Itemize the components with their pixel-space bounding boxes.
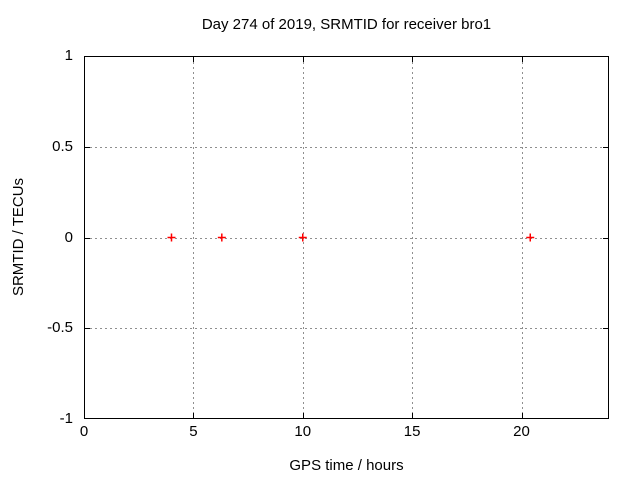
plot-area xyxy=(84,56,609,419)
plot-border xyxy=(84,56,609,419)
chart-title: Day 274 of 2019, SRMTID for receiver bro… xyxy=(201,16,492,33)
x-axis-label: GPS time / hours xyxy=(289,457,404,474)
y-tick-label: 1 xyxy=(64,47,73,64)
x-tick-label: 0 xyxy=(79,423,89,440)
y-tick-label: -0.5 xyxy=(47,319,73,337)
x-tick-label: 5 xyxy=(189,423,198,440)
y-tick-label: 0.5 xyxy=(52,137,73,155)
y-tick-label: -1 xyxy=(59,410,73,427)
x-tick-label: 10 xyxy=(294,423,312,440)
data-point-marker xyxy=(167,233,176,242)
x-tick-label: 15 xyxy=(403,423,421,440)
data-point-marker xyxy=(298,233,307,242)
data-point-marker xyxy=(217,233,226,242)
x-tick-label: 20 xyxy=(513,423,530,440)
data-point-marker xyxy=(526,233,535,242)
y-tick-label: 0 xyxy=(64,228,73,246)
